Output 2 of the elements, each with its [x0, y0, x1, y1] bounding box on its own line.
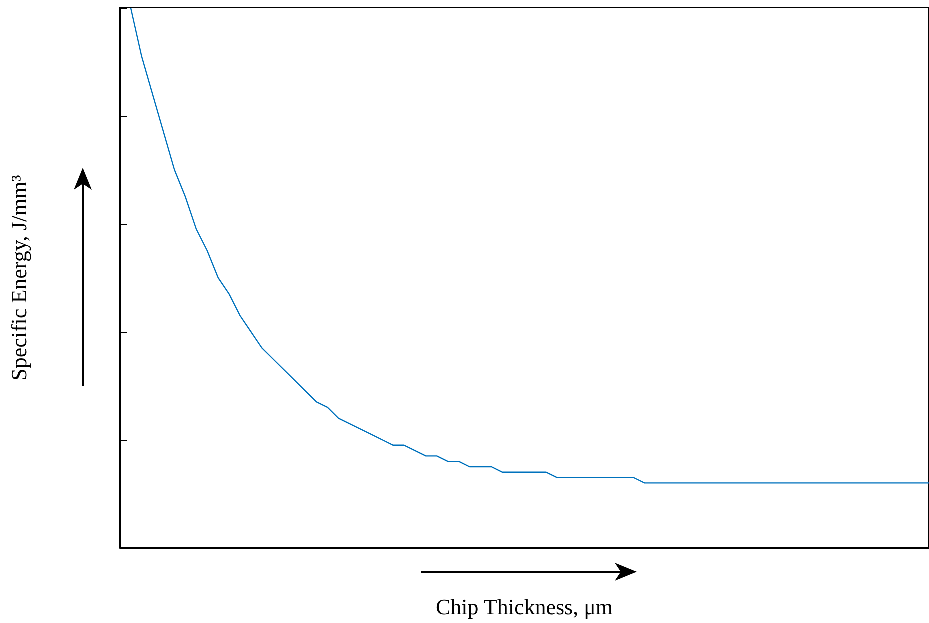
- x-axis-title: Chip Thickness, μm: [436, 594, 613, 620]
- y-axis-title: Specific Energy, J/mm³: [6, 174, 32, 381]
